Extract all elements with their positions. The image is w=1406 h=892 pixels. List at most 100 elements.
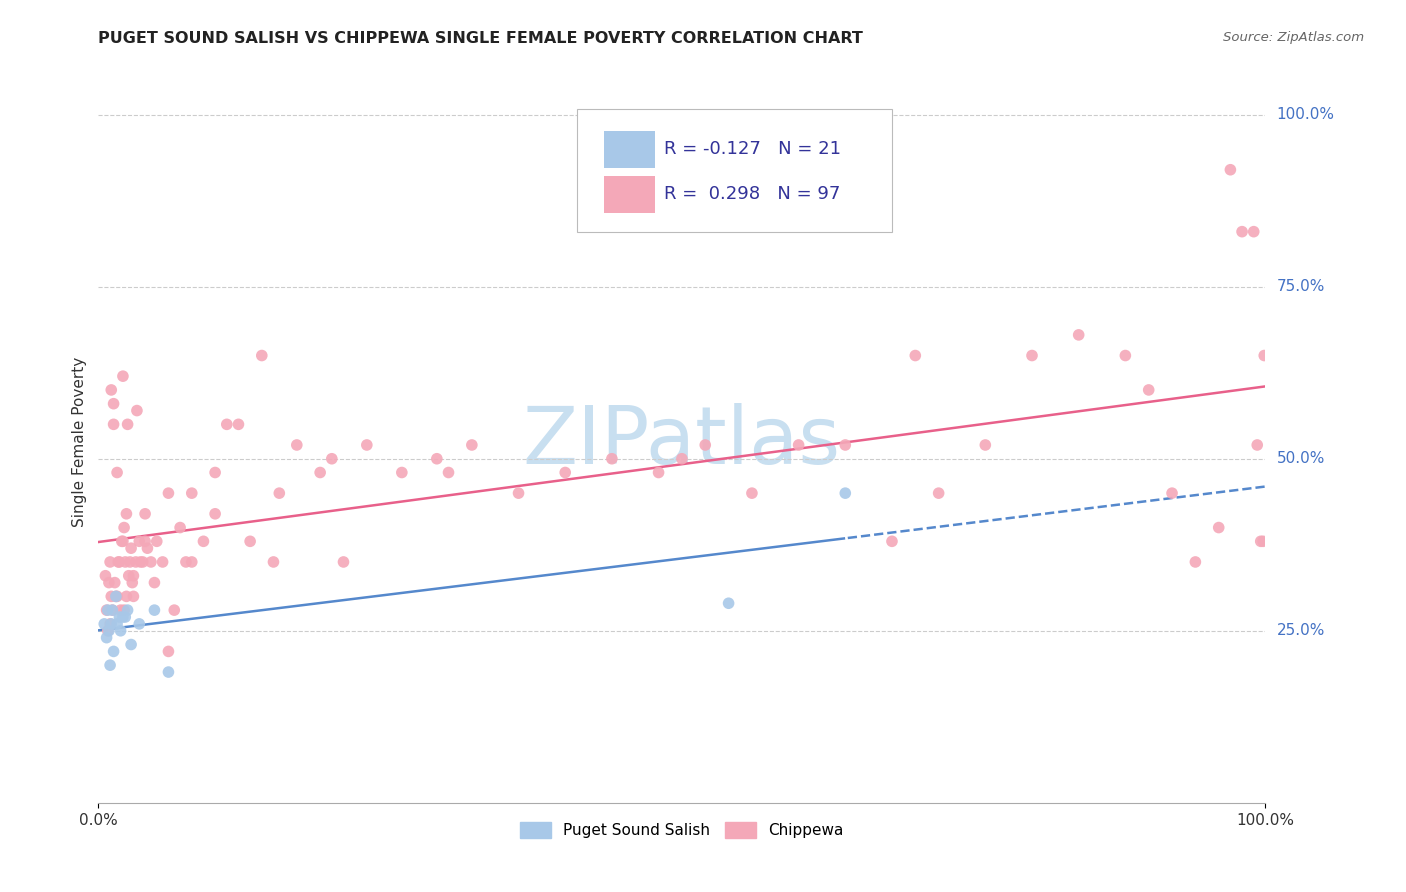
Point [98,658,121,673]
Point [128,616,150,631]
Point [309,466,332,480]
Point [1253,349,1275,363]
Point [117,417,139,432]
Point [112,520,135,534]
Point [96,603,118,617]
Point [117,603,139,617]
Point [332,555,354,569]
Point [239,534,262,549]
Point [157,486,180,500]
Point [111,534,134,549]
Point [107,555,129,569]
Point [671,451,693,466]
Point [122,568,145,582]
Point [105,466,128,480]
Point [152,555,174,569]
Point [103,397,125,411]
Point [104,590,127,604]
Point [508,486,530,500]
Point [1021,349,1043,363]
Point [118,555,141,569]
Point [108,555,131,569]
Text: 25.0%: 25.0% [1277,624,1324,639]
Point [600,451,623,466]
Point [115,507,138,521]
Point [321,451,343,466]
Point [250,349,273,363]
Point [215,417,238,432]
Point [695,438,717,452]
Point [125,403,148,417]
Point [128,534,150,549]
Text: 100.0%: 100.0% [1277,107,1334,122]
Point [104,590,127,604]
Point [1137,383,1160,397]
Point [1114,349,1136,363]
Point [741,486,763,500]
Point [163,603,186,617]
Point [93,616,115,631]
Point [100,616,122,631]
Point [928,486,950,500]
Point [103,644,125,658]
Point [100,590,122,604]
Point [437,466,460,480]
Point [115,590,138,604]
Y-axis label: Single Female Poverty: Single Female Poverty [72,357,87,526]
Point [98,616,121,631]
Point [1161,486,1184,500]
Point [1208,520,1230,534]
Point [97,624,120,638]
Text: R =  0.298   N = 97: R = 0.298 N = 97 [665,186,841,203]
Point [120,541,142,556]
Point [120,638,142,652]
Point [96,631,118,645]
Point [114,610,136,624]
Legend: Puget Sound Salish, Chippewa: Puget Sound Salish, Chippewa [513,814,851,846]
Point [193,534,215,549]
Point [1250,534,1272,549]
Point [103,417,125,432]
Point [1246,438,1268,452]
Point [834,438,856,452]
Text: 50.0%: 50.0% [1277,451,1324,467]
Point [174,555,197,569]
Point [134,534,156,549]
Point [105,590,128,604]
Point [121,575,143,590]
Point [834,486,856,500]
Point [111,534,134,549]
Point [157,665,180,679]
Point [180,486,202,500]
FancyBboxPatch shape [603,131,655,169]
Point [169,520,191,534]
Point [285,438,308,452]
Text: Source: ZipAtlas.com: Source: ZipAtlas.com [1223,31,1364,45]
Text: 75.0%: 75.0% [1277,279,1324,294]
Point [269,486,291,500]
Point [125,555,148,569]
Text: PUGET SOUND SALISH VS CHIPPEWA SINGLE FEMALE POVERTY CORRELATION CHART: PUGET SOUND SALISH VS CHIPPEWA SINGLE FE… [98,31,863,46]
Point [101,603,124,617]
Point [129,555,152,569]
Point [143,603,166,617]
Point [1067,327,1090,342]
Point [204,507,226,521]
Text: ZIPatlas: ZIPatlas [523,402,841,481]
Point [100,383,122,397]
Point [157,644,180,658]
FancyBboxPatch shape [576,109,891,232]
Point [180,555,202,569]
Point [108,610,131,624]
Point [461,438,484,452]
Point [1230,225,1253,239]
Point [787,438,810,452]
Point [717,596,740,610]
Point [134,507,156,521]
Point [98,555,121,569]
Point [139,555,162,569]
Point [94,568,117,582]
Point [647,466,669,480]
Point [262,555,284,569]
Point [136,541,159,556]
